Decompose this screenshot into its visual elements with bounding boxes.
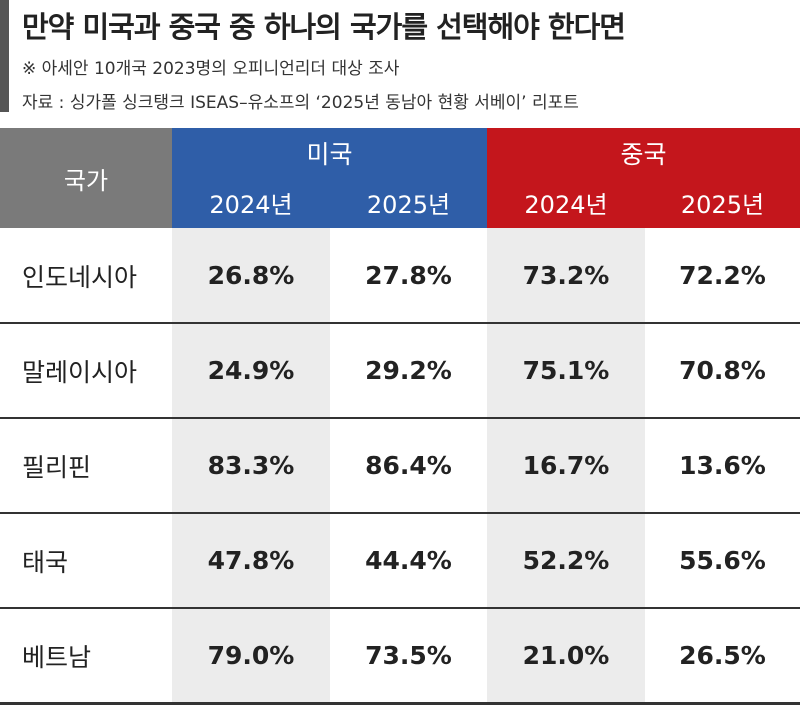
country: 태국	[22, 547, 69, 577]
column-shade	[172, 228, 330, 703]
group-header	[172, 128, 487, 228]
percent-value: 24.9%	[207, 356, 295, 385]
row-line	[0, 322, 800, 324]
row-line	[0, 702, 800, 705]
percent-value: 72.2%	[679, 261, 766, 290]
year-label: 2025년	[680, 190, 765, 219]
title-bar	[0, 0, 9, 112]
percent-value: 27.8%	[365, 261, 452, 290]
title: 만약 미국과 중국 중 하나의 국가를 선택해야 한다면	[22, 10, 626, 44]
group-name: 미국	[306, 140, 353, 169]
percent-value: 55.6%	[679, 546, 766, 575]
percent-value: 16.7%	[522, 451, 610, 480]
year-label: 2024년	[209, 190, 293, 219]
row-line	[0, 417, 800, 419]
country: 베트남	[22, 642, 92, 672]
percent-value: 52.2%	[522, 546, 610, 575]
row-line	[0, 607, 800, 609]
percent-value: 29.2%	[365, 356, 452, 385]
column-shade	[487, 228, 645, 703]
percent-value: 75.1%	[522, 356, 610, 385]
corner-cell: 국가	[0, 128, 172, 228]
percent-value: 86.4%	[365, 451, 452, 480]
percent-value: 26.5%	[679, 641, 766, 670]
year-label: 2025년	[366, 190, 451, 219]
country: 말레이시아	[22, 357, 138, 387]
group-header	[487, 128, 800, 228]
note: 자료 : 싱가폴 싱크탱크 ISEAS–유소프의 ‘2025년 동남아 현황 서…	[22, 93, 579, 113]
percent-value: 73.2%	[522, 261, 610, 290]
percent-value: 73.5%	[365, 641, 452, 670]
percent-value: 47.8%	[207, 546, 295, 575]
percent-value: 70.8%	[679, 356, 766, 385]
percent-value: 44.4%	[365, 546, 452, 575]
row-line	[0, 512, 800, 514]
percent-value: 79.0%	[207, 641, 295, 670]
percent-value: 21.0%	[522, 641, 610, 670]
note: ※ 아세안 10개국 2023명의 오피니언리더 대상 조사	[22, 59, 400, 79]
country: 인도네시아	[22, 262, 138, 292]
percent-value: 26.8%	[207, 261, 295, 290]
country: 필리핀	[22, 452, 92, 482]
group-name: 중국	[620, 140, 667, 169]
year-label: 2024년	[524, 190, 608, 219]
percent-value: 83.3%	[207, 451, 295, 480]
percent-value: 13.6%	[679, 451, 766, 480]
